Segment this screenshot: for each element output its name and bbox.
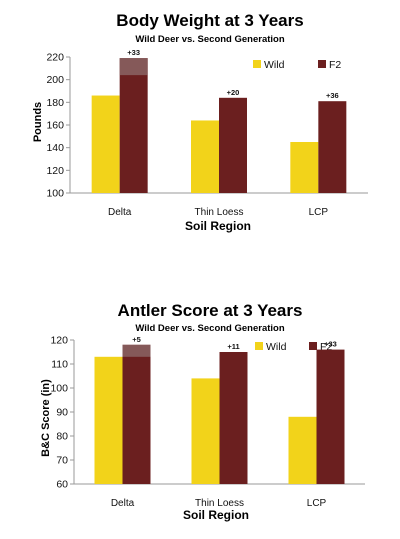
- body-weight-chart: Body Weight at 3 Years Wild Deer vs. Sec…: [32, 11, 368, 233]
- x-category-label: LCP: [309, 207, 329, 218]
- legend-swatch-f2: [318, 60, 326, 68]
- x-axis-label: Soil Region: [185, 219, 251, 233]
- legend-swatch-f2: [309, 342, 317, 350]
- x-category-label: Delta: [108, 207, 132, 218]
- legend-swatch-wild: [255, 342, 263, 350]
- x-category-label: Thin Loess: [195, 207, 244, 218]
- x-category-label: Delta: [111, 498, 135, 509]
- bar-f2: [122, 344, 151, 484]
- bar-wild: [191, 378, 220, 484]
- gain-annotation: +5: [132, 335, 141, 344]
- y-tick-label: 200: [46, 74, 64, 86]
- legend: Wild F2: [253, 59, 341, 71]
- x-axis-label: Soil Region: [183, 508, 249, 522]
- bar-wild: [191, 120, 219, 193]
- bar-f2: [119, 58, 148, 194]
- y-tick-label: 90: [56, 407, 68, 419]
- legend: Wild F2: [255, 341, 332, 353]
- y-tick-label: 160: [46, 120, 64, 132]
- bar-f2: [219, 97, 247, 193]
- bar-wild: [94, 356, 123, 484]
- y-tick-label: 100: [46, 188, 64, 200]
- bar-f2: [318, 101, 347, 193]
- legend-swatch-wild: [253, 60, 261, 68]
- plot-area: 60 70 80 90 100 110 120 +5 Delta +11 Thin Loess +33…: [50, 335, 365, 509]
- bar-f2: [316, 349, 345, 484]
- antler-score-chart: Antler Score at 3 Years Wild Deer vs. Se…: [40, 301, 365, 522]
- bar-f2-gain-segment: [122, 344, 151, 357]
- legend-label-wild: Wild: [266, 341, 287, 353]
- legend-label-wild: Wild: [264, 59, 285, 71]
- bar-wild: [91, 95, 120, 193]
- chart-title: Body Weight at 3 Years: [116, 11, 303, 30]
- y-tick-label: 60: [56, 479, 68, 491]
- y-tick-label: 80: [56, 431, 68, 443]
- chart-subtitle: Wild Deer vs. Second Generation: [135, 34, 285, 45]
- chart-title: Antler Score at 3 Years: [118, 301, 303, 320]
- y-axis-label: B&C Score (in): [40, 379, 52, 457]
- plot-area: 100 120 140 160 180 200 220 +33 Delta +20 Thin Loe…: [46, 48, 368, 218]
- bar-wild: [288, 416, 317, 484]
- bar-f2-gain-segment: [119, 58, 148, 76]
- y-tick-label: 110: [51, 359, 68, 371]
- bar-f2: [219, 352, 248, 484]
- gain-annotation: +33: [324, 340, 337, 349]
- y-tick-label: 220: [46, 52, 64, 64]
- y-tick-label: 100: [50, 383, 68, 395]
- y-tick-label: 120: [46, 165, 64, 177]
- chart-subtitle: Wild Deer vs. Second Generation: [135, 323, 285, 334]
- bar-wild: [290, 142, 319, 193]
- y-tick-label: 140: [46, 142, 64, 154]
- legend-label-f2: F2: [329, 59, 341, 71]
- y-tick-label: 120: [50, 335, 68, 347]
- gain-annotation: +33: [127, 48, 140, 57]
- x-category-label: LCP: [307, 498, 327, 509]
- gain-annotation: +11: [227, 342, 239, 351]
- gain-annotation: +20: [227, 88, 240, 97]
- x-category-label: Thin Loess: [195, 498, 244, 509]
- gain-annotation: +36: [326, 91, 339, 100]
- y-axis-label: Pounds: [32, 102, 44, 142]
- y-tick-label: 70: [56, 455, 68, 467]
- y-tick-label: 180: [46, 97, 64, 109]
